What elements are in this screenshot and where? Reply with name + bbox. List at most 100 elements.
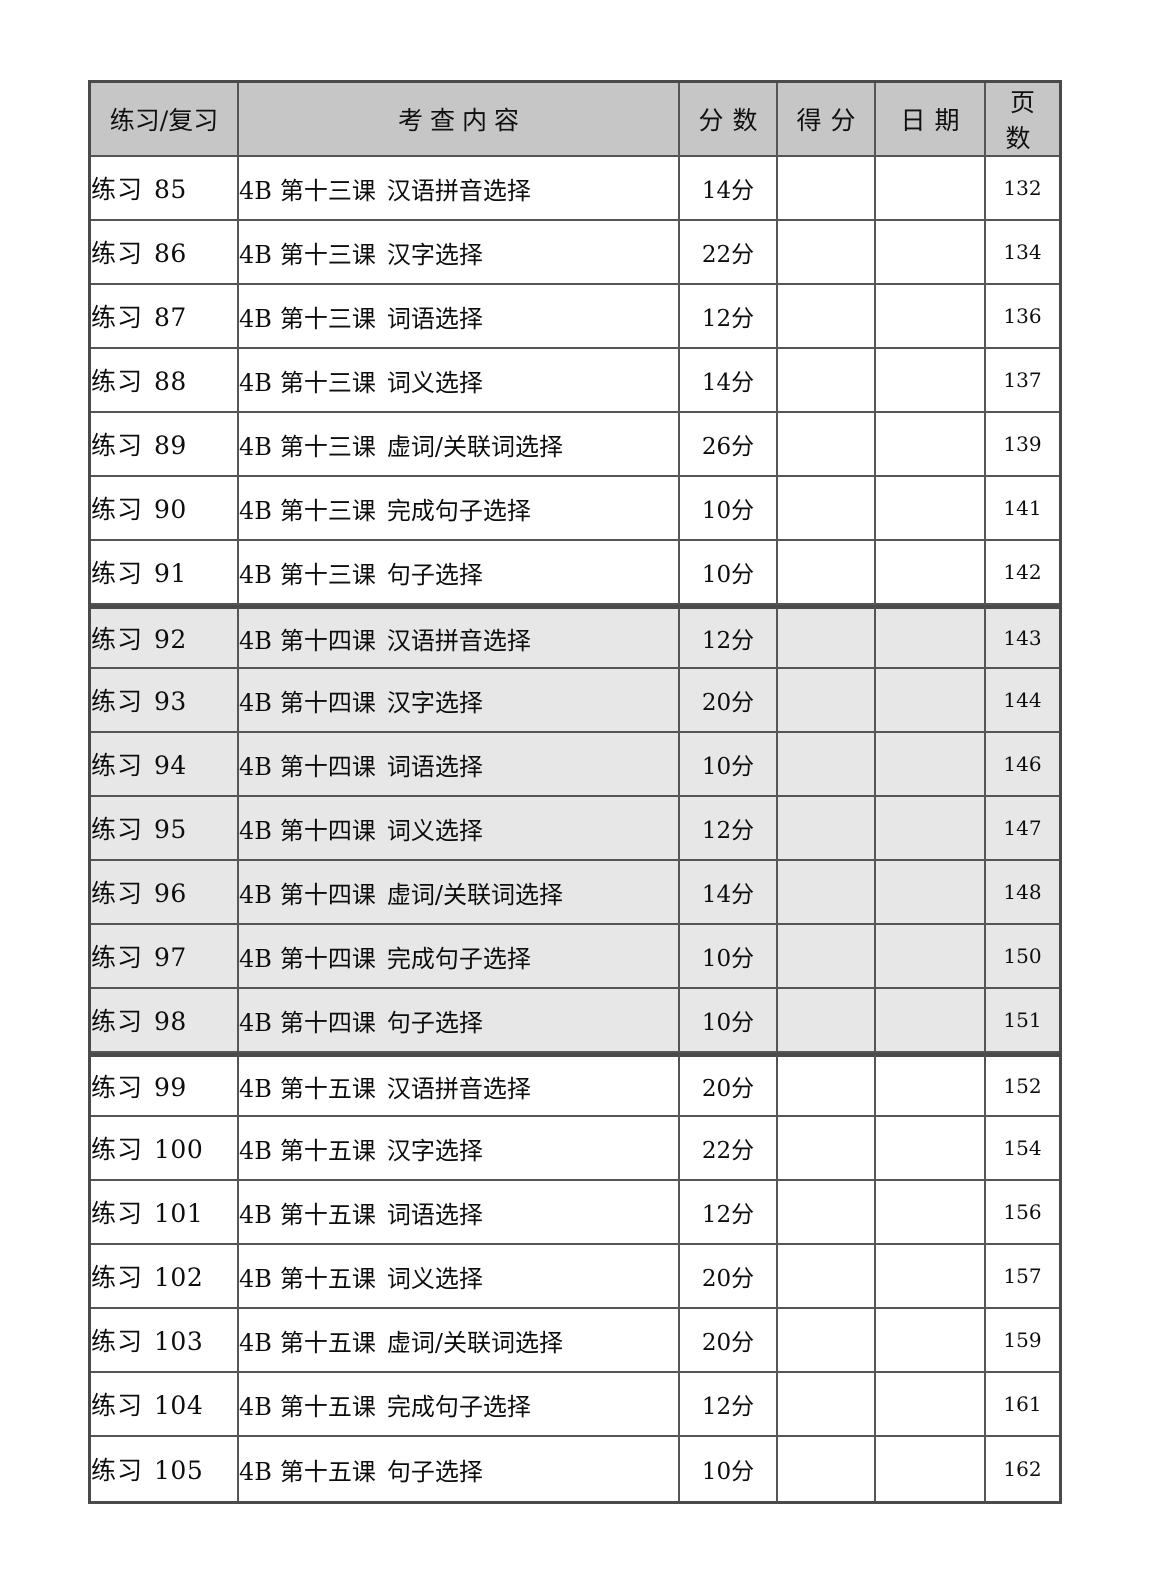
cell-page: 157 <box>986 1245 1059 1309</box>
cell-score: 14分 <box>680 157 778 221</box>
content-topic: 完成句子选择 <box>386 1392 531 1421</box>
cell-mark[interactable] <box>778 1309 876 1373</box>
cell-mark[interactable] <box>778 1053 876 1117</box>
cell-content: 4B 第十三课 词语选择 <box>239 285 680 349</box>
content-lesson: 第十三课 <box>279 432 376 461</box>
content-lesson: 第十五课 <box>279 1264 376 1293</box>
content-topic: 句子选择 <box>386 1008 483 1037</box>
cell-date[interactable] <box>876 413 986 477</box>
practice-label: 练习 <box>91 431 144 460</box>
cell-mark[interactable] <box>778 541 876 605</box>
worksheet-page: 练习/复习 考查内容 分数 得分 日期 页数 练习 85 4B 第十三课 汉语拼音选择 1… <box>88 80 1062 1510</box>
cell-mark[interactable] <box>778 285 876 349</box>
content-book: 4B <box>239 560 272 589</box>
practice-label: 练习 <box>91 943 144 972</box>
content-book: 4B <box>239 1264 272 1293</box>
cell-date[interactable] <box>876 989 986 1053</box>
practice-number: 104 <box>154 1391 204 1420</box>
cell-date[interactable] <box>876 157 986 221</box>
cell-mark[interactable] <box>778 1437 876 1501</box>
cell-practice: 练习 94 <box>91 733 239 797</box>
cell-practice: 练习 97 <box>91 925 239 989</box>
cell-score: 12分 <box>680 797 778 861</box>
cell-mark[interactable] <box>778 925 876 989</box>
content-lesson: 第十三课 <box>279 368 376 397</box>
practice-number: 87 <box>154 303 187 332</box>
cell-mark[interactable] <box>778 1245 876 1309</box>
practice-label: 练习 <box>91 1391 144 1420</box>
cell-page: 143 <box>986 605 1059 669</box>
practice-number: 88 <box>154 367 187 396</box>
cell-date[interactable] <box>876 1245 986 1309</box>
cell-date[interactable] <box>876 669 986 733</box>
content-lesson: 第十三课 <box>279 176 376 205</box>
cell-date[interactable] <box>876 221 986 285</box>
cell-score: 10分 <box>680 477 778 541</box>
cell-mark[interactable] <box>778 989 876 1053</box>
cell-mark[interactable] <box>778 669 876 733</box>
cell-mark[interactable] <box>778 157 876 221</box>
content-book: 4B <box>239 1392 272 1421</box>
practice-number: 98 <box>154 1007 187 1036</box>
cell-mark[interactable] <box>778 605 876 669</box>
content-lesson: 第十五课 <box>279 1392 376 1421</box>
table-row: 练习 99 4B 第十五课 汉语拼音选择 20分 152 <box>91 1053 1059 1117</box>
cell-score: 22分 <box>680 221 778 285</box>
cell-date[interactable] <box>876 285 986 349</box>
cell-date[interactable] <box>876 605 986 669</box>
table-row: 练习 87 4B 第十三课 词语选择 12分 136 <box>91 285 1059 349</box>
practice-label: 练习 <box>91 559 144 588</box>
cell-score: 22分 <box>680 1117 778 1181</box>
cell-mark[interactable] <box>778 221 876 285</box>
content-book: 4B <box>239 176 272 205</box>
practice-label: 练习 <box>91 1007 144 1036</box>
cell-score: 20分 <box>680 669 778 733</box>
content-lesson: 第十四课 <box>279 626 376 655</box>
cell-date[interactable] <box>876 1117 986 1181</box>
cell-date[interactable] <box>876 1053 986 1117</box>
cell-mark[interactable] <box>778 861 876 925</box>
table-row: 练习 105 4B 第十五课 句子选择 10分 162 <box>91 1437 1059 1501</box>
cell-content: 4B 第十五课 句子选择 <box>239 1437 680 1501</box>
content-topic: 词语选择 <box>386 752 483 781</box>
practice-number: 92 <box>154 625 187 654</box>
cell-practice: 练习 105 <box>91 1437 239 1501</box>
practice-number: 101 <box>154 1199 204 1228</box>
cell-page: 141 <box>986 477 1059 541</box>
cell-mark[interactable] <box>778 1373 876 1437</box>
cell-page: 154 <box>986 1117 1059 1181</box>
practice-number: 96 <box>154 879 187 908</box>
content-book: 4B <box>239 1008 272 1037</box>
cell-content: 4B 第十五课 汉语拼音选择 <box>239 1053 680 1117</box>
cell-content: 4B 第十四课 词语选择 <box>239 733 680 797</box>
cell-date[interactable] <box>876 1181 986 1245</box>
cell-mark[interactable] <box>778 477 876 541</box>
cell-date[interactable] <box>876 925 986 989</box>
practice-number: 91 <box>154 559 187 588</box>
cell-practice: 练习 100 <box>91 1117 239 1181</box>
cell-content: 4B 第十四课 词义选择 <box>239 797 680 861</box>
cell-date[interactable] <box>876 477 986 541</box>
cell-mark[interactable] <box>778 1117 876 1181</box>
cell-date[interactable] <box>876 1309 986 1373</box>
table-row: 练习 88 4B 第十三课 词义选择 14分 137 <box>91 349 1059 413</box>
cell-content: 4B 第十三课 虚词/关联词选择 <box>239 413 680 477</box>
cell-mark[interactable] <box>778 349 876 413</box>
cell-mark[interactable] <box>778 413 876 477</box>
cell-date[interactable] <box>876 1437 986 1501</box>
cell-date[interactable] <box>876 349 986 413</box>
cell-date[interactable] <box>876 797 986 861</box>
cell-date[interactable] <box>876 541 986 605</box>
cell-mark[interactable] <box>778 733 876 797</box>
cell-date[interactable] <box>876 733 986 797</box>
cell-mark[interactable] <box>778 1181 876 1245</box>
content-book: 4B <box>239 368 272 397</box>
practice-label: 练习 <box>91 1263 144 1292</box>
cell-mark[interactable] <box>778 797 876 861</box>
content-topic: 完成句子选择 <box>386 496 531 525</box>
practice-number: 99 <box>154 1073 187 1102</box>
cell-page: 162 <box>1003 1457 1042 1481</box>
cell-date[interactable] <box>876 1373 986 1437</box>
practice-label: 练习 <box>91 1327 144 1356</box>
cell-date[interactable] <box>876 861 986 925</box>
